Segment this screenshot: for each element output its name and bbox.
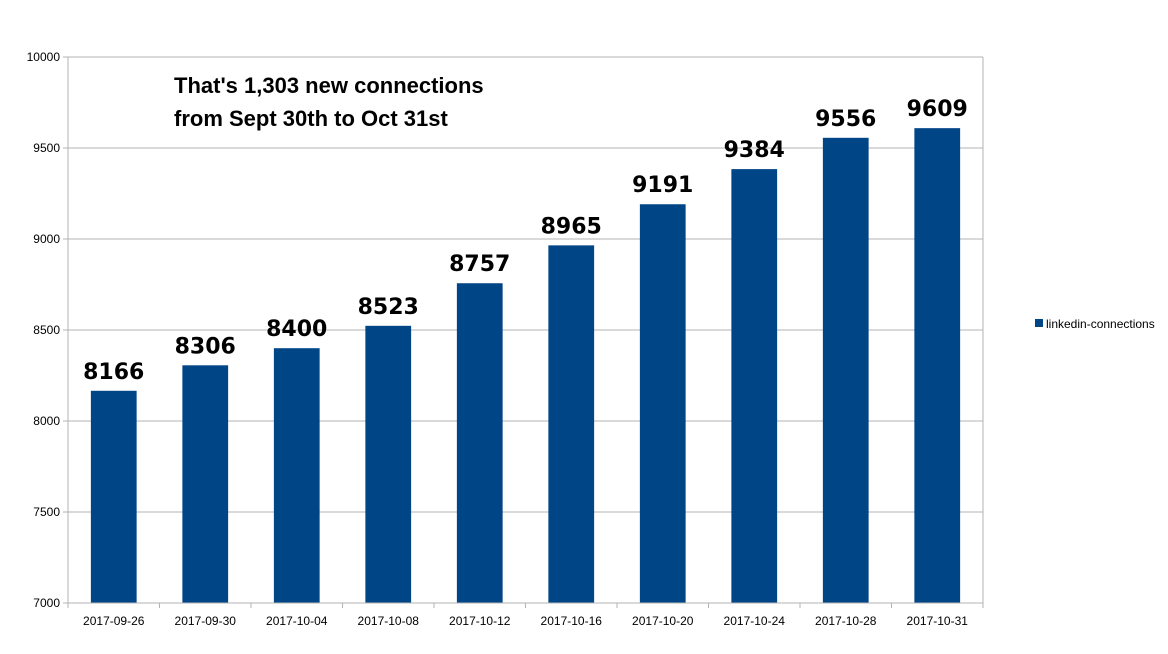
- x-tick-label: 2017-09-26: [83, 614, 145, 628]
- bar: [731, 169, 778, 603]
- x-tick-label: 2017-10-24: [724, 614, 786, 628]
- x-tick-label: 2017-10-08: [358, 614, 420, 628]
- data-label: 9191: [632, 173, 693, 198]
- data-label: 8757: [449, 252, 510, 277]
- bar: [90, 390, 137, 603]
- y-axis-ticks: 7000 7500 8000 8500 9000 9500 10000: [27, 50, 68, 610]
- x-tick-label: 2017-09-30: [175, 614, 237, 628]
- x-tick-label: 2017-10-12: [449, 614, 511, 628]
- data-label: 9556: [815, 107, 876, 132]
- x-tick-label: 2017-10-04: [266, 614, 328, 628]
- y-tick-label: 7000: [33, 596, 60, 610]
- legend-label: linkedin-connections: [1046, 317, 1155, 331]
- annotation-line-2: from Sept 30th to Oct 31st: [174, 106, 449, 131]
- data-label: 8306: [175, 334, 236, 359]
- legend-swatch: [1035, 319, 1043, 327]
- data-label: 8166: [83, 360, 144, 385]
- x-tick-label: 2017-10-28: [815, 614, 877, 628]
- x-tick-label: 2017-10-31: [907, 614, 969, 628]
- annotation-line-1: That's 1,303 new connections: [174, 73, 484, 98]
- x-tick-label: 2017-10-20: [632, 614, 694, 628]
- bar: [365, 325, 412, 603]
- bar: [182, 365, 229, 603]
- data-label: 8523: [358, 295, 419, 320]
- data-label: 9384: [724, 138, 785, 163]
- data-label: 9609: [907, 97, 968, 122]
- y-tick-label: 9500: [33, 141, 60, 155]
- bar: [548, 245, 595, 603]
- bar: [273, 348, 320, 603]
- legend: linkedin-connections: [1035, 317, 1155, 331]
- y-tick-label: 7500: [33, 505, 60, 519]
- y-tick-label: 8500: [33, 323, 60, 337]
- data-label: 8965: [541, 214, 602, 239]
- y-tick-label: 9000: [33, 232, 60, 246]
- x-tick-label: 2017-10-16: [541, 614, 603, 628]
- bar: [914, 128, 961, 604]
- bar: [456, 283, 503, 603]
- bar: [822, 137, 869, 604]
- bars: [90, 128, 961, 604]
- annotation: That's 1,303 new connections from Sept 3…: [174, 73, 484, 131]
- y-tick-label: 8000: [33, 414, 60, 428]
- bar: [639, 204, 686, 603]
- data-labels: 8166 8306 8400 8523 8757 8965 9191 9384 9556 9609: [83, 97, 968, 385]
- y-tick-label: 10000: [27, 50, 61, 64]
- x-axis-ticks: 2017-09-26 2017-09-30 2017-10-04 2017-10-08…: [67, 603, 984, 628]
- data-label: 8400: [266, 317, 327, 342]
